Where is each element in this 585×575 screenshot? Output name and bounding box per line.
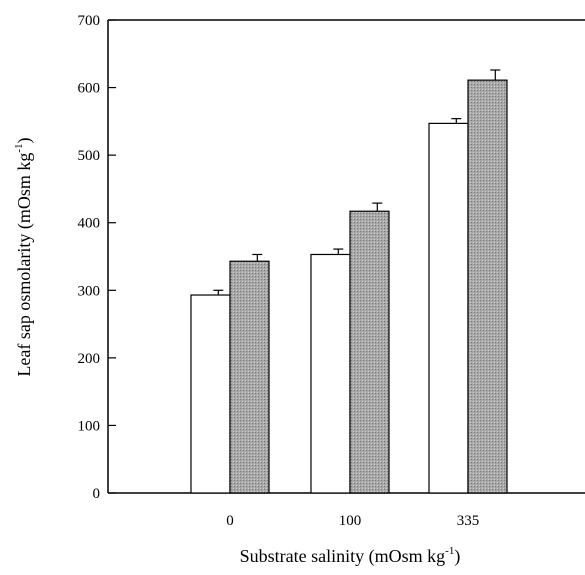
y-tick-label: 600 (78, 81, 101, 97)
y-tick-label: 700 (78, 13, 101, 29)
x-tick-label: 335 (457, 513, 480, 529)
bar-series-1 (190, 294, 231, 494)
y-tick-label: 500 (78, 148, 101, 164)
bar-series-1 (428, 122, 469, 494)
y-axis-title: Leaf sap osmolarity (mOsm kg-1) (13, 137, 35, 376)
bar-series-2 (467, 79, 508, 494)
y-tick-label: 0 (93, 486, 101, 502)
x-tick-label: 100 (339, 513, 362, 529)
x-axis-title: Substrate salinity (mOsm kg-1) (240, 545, 461, 567)
x-tick-label: 0 (226, 513, 234, 529)
y-tick-label: 200 (78, 351, 101, 367)
y-tick-label: 300 (78, 283, 101, 299)
y-tick-label: 400 (78, 216, 101, 232)
bar-series-1 (310, 253, 351, 494)
y-ticks: 0 100 200 300 400 500 600 700 (78, 13, 116, 502)
bar-series-2 (229, 260, 270, 494)
bars (190, 69, 508, 494)
bar-series-2 (349, 210, 390, 494)
y-tick-label: 100 (78, 418, 101, 434)
x-ticks: 0 100 335 (226, 513, 479, 529)
